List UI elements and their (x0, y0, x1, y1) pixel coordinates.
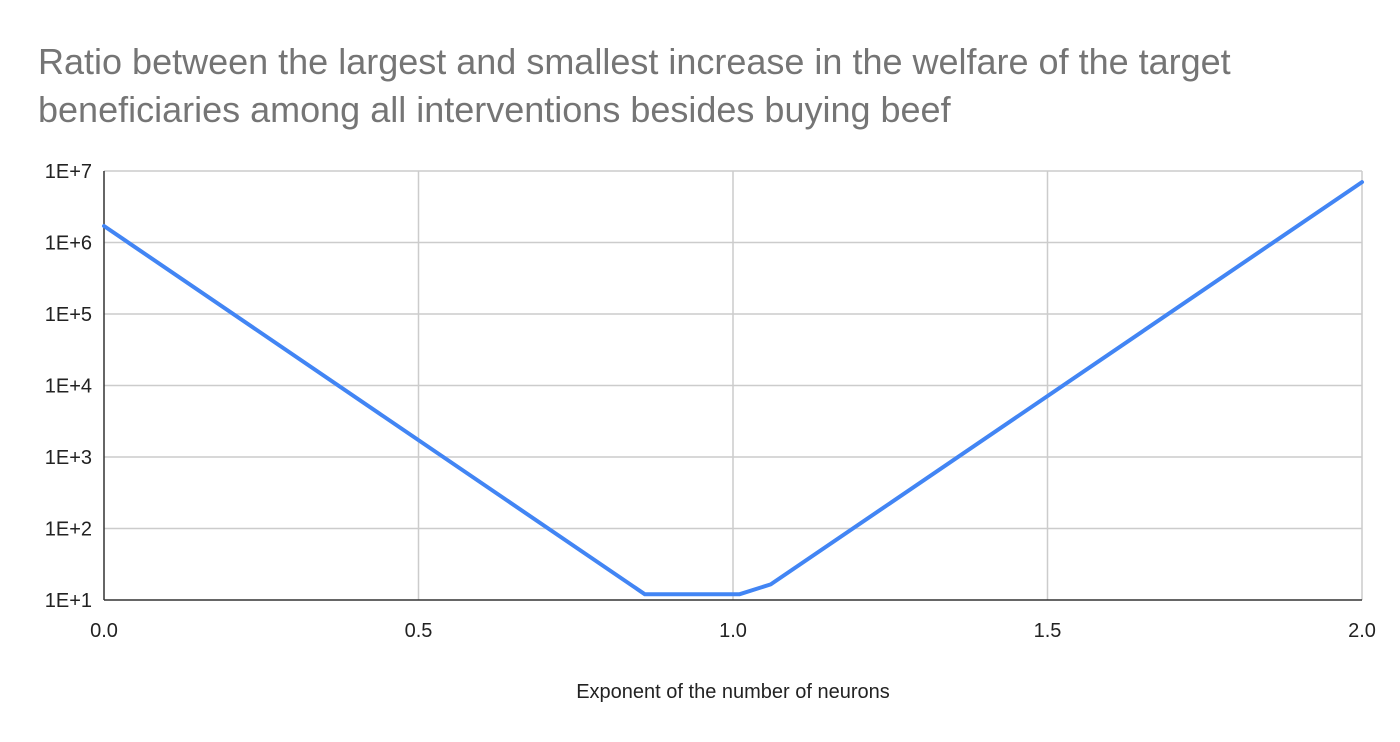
x-tick-label: 2.0 (1348, 620, 1376, 642)
series-line (102, 180, 1364, 597)
y-tick-label: 1E+5 (45, 304, 92, 326)
x-tick-label: 1.5 (1034, 620, 1062, 642)
gridlines (104, 170, 1363, 600)
y-tick-label: 1E+3 (45, 447, 92, 469)
chart-title: Ratio between the largest and smallest i… (38, 41, 1231, 130)
y-tick-label: 1E+1 (45, 590, 92, 612)
y-tick-label: 1E+6 (45, 233, 92, 255)
x-tick-label: 0.5 (405, 620, 433, 642)
x-tick-label: 0.0 (90, 620, 118, 642)
x-tick-label: 1.0 (719, 620, 747, 642)
y-tick-label: 1E+4 (45, 376, 92, 398)
tick-labels: 1E+1 1E+2 1E+3 1E+4 1E+5 1E+6 1E+7 0.0 0.5 1.0 1.5… (45, 161, 1376, 642)
x-axis-title: Exponent of the number of neurons (576, 681, 890, 703)
y-tick-label: 1E+2 (45, 519, 92, 541)
y-tick-label: 1E+7 (45, 161, 92, 183)
axes (103, 171, 1362, 601)
series-layer (102, 180, 1364, 597)
